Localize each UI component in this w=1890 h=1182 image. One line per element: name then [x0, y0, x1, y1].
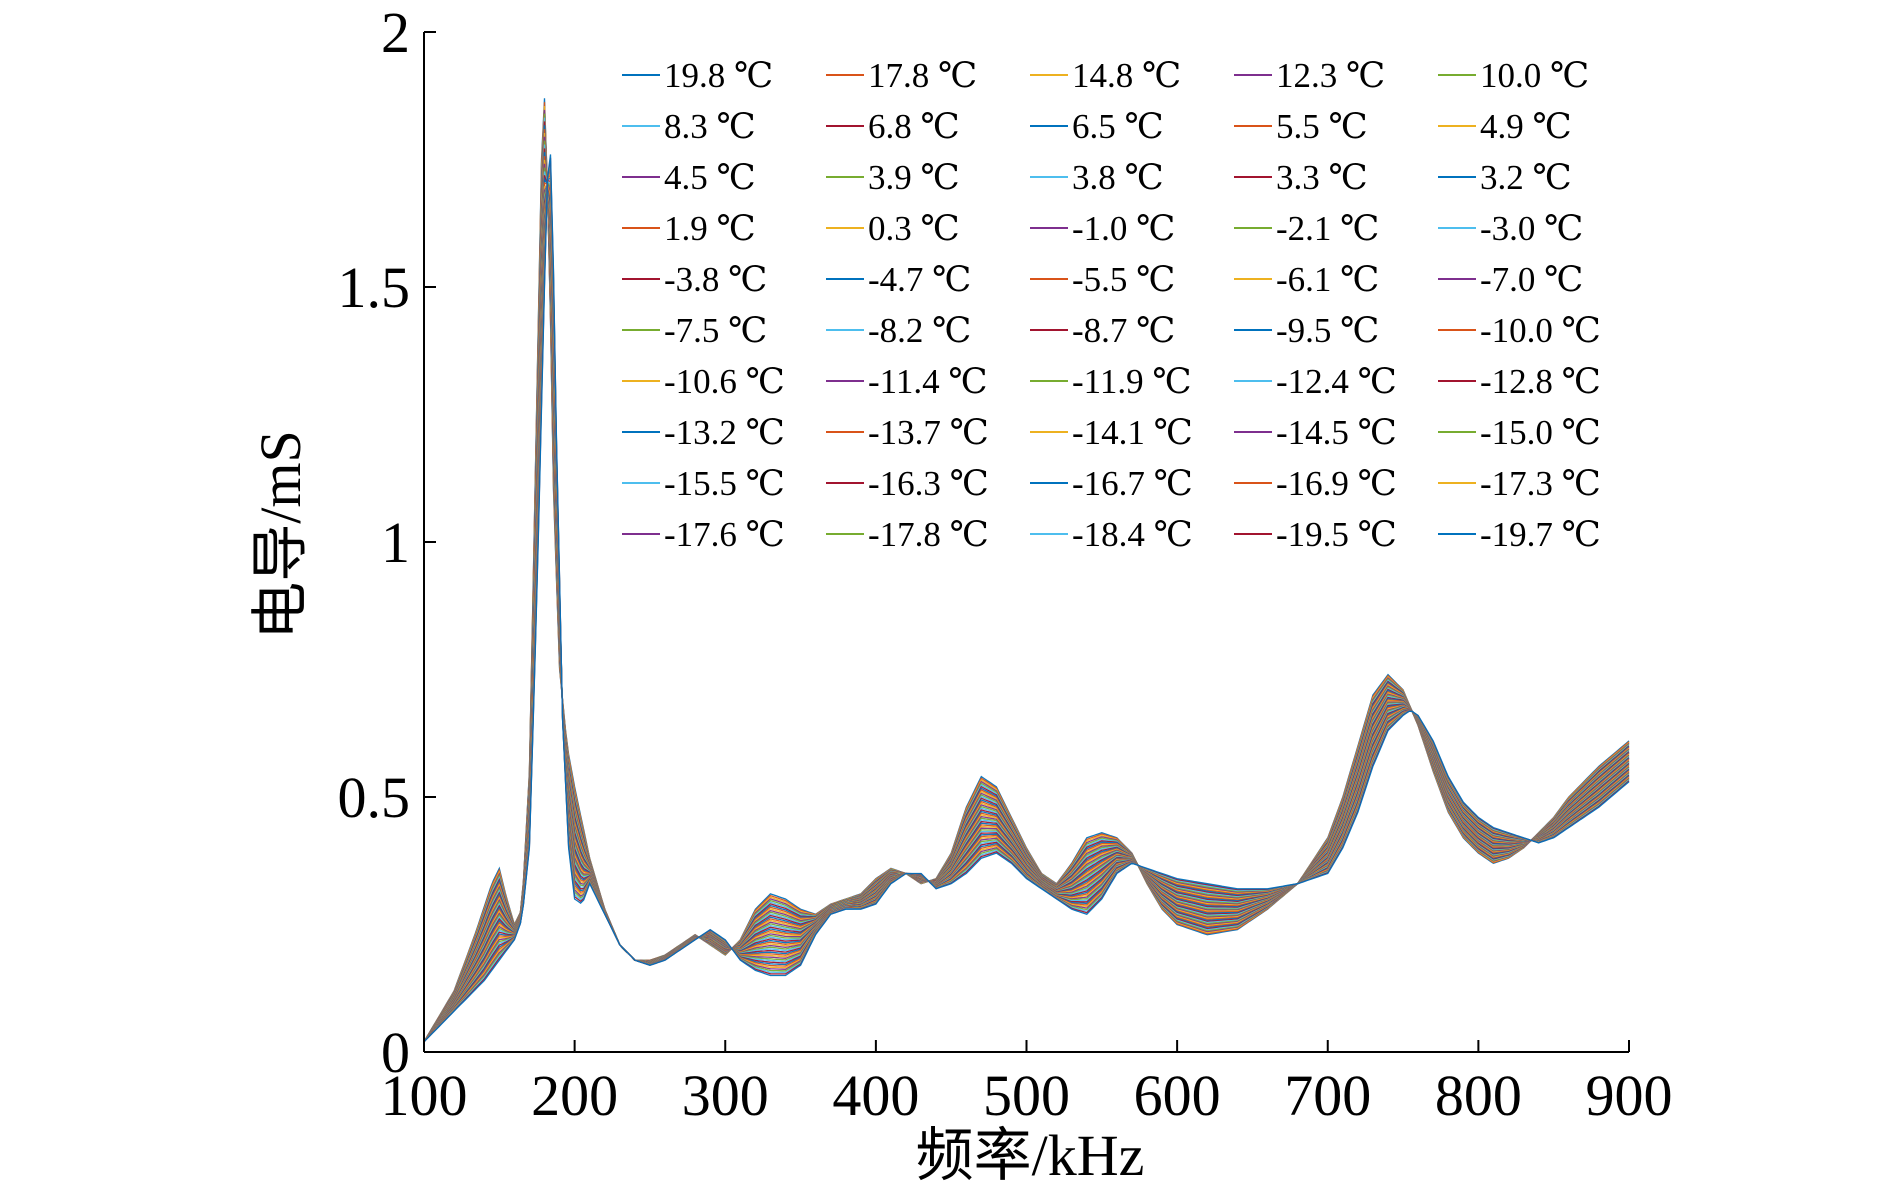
- x-tick-label: 500: [983, 1063, 1070, 1128]
- series-line: [423, 132, 1630, 1043]
- series-line: [423, 154, 1630, 1043]
- legend-entry-label: -17.6 ℃: [664, 515, 785, 554]
- legend-entry-label: 0.3 ℃: [868, 209, 960, 248]
- x-tick-label: 600: [1134, 1063, 1221, 1128]
- legend-entry-label: -1.0 ℃: [1072, 209, 1175, 248]
- series-line: [423, 136, 1630, 1043]
- axes-group: 100 200 300 400 500 600 700 800 900 0 0.5 1 1.5 2: [338, 0, 1673, 1128]
- x-tick-label: 100: [381, 1063, 468, 1128]
- legend-entry-label: 10.0 ℃: [1480, 56, 1589, 95]
- series-line: [423, 102, 1630, 1043]
- series-line: [423, 98, 1630, 1043]
- legend-entry-label: 6.5 ℃: [1072, 107, 1164, 146]
- legend-entry-label: -7.5 ℃: [664, 311, 767, 350]
- legend-entry-label: -17.3 ℃: [1480, 464, 1601, 503]
- y-tick-label: 0.5: [338, 765, 411, 830]
- legend-entry-label: -18.4 ℃: [1072, 515, 1193, 554]
- curves-group: [423, 98, 1630, 1043]
- series-line: [423, 140, 1630, 1043]
- legend-entry-label: -8.7 ℃: [1072, 311, 1175, 350]
- y-tick-label: 0: [381, 1020, 410, 1085]
- legend-entry-label: -16.7 ℃: [1072, 464, 1193, 503]
- series-line: [423, 113, 1630, 1043]
- x-tick-label: 800: [1435, 1063, 1522, 1128]
- series-line: [423, 129, 1630, 1043]
- legend-entry-label: 4.5 ℃: [664, 158, 756, 197]
- legend-entry-label: -9.5 ℃: [1276, 311, 1379, 350]
- legend-entry-label: -16.9 ℃: [1276, 464, 1397, 503]
- legend-entry-label: -13.2 ℃: [664, 413, 785, 452]
- legend-entry-label: -2.1 ℃: [1276, 209, 1379, 248]
- legend-entry-label: 19.8 ℃: [664, 56, 773, 95]
- legend-entry-label: -15.0 ℃: [1480, 413, 1601, 452]
- series-line: [423, 109, 1630, 1043]
- legend-entry-label: -14.5 ℃: [1276, 413, 1397, 452]
- series-line: [423, 121, 1630, 1043]
- legend-entry-label: 5.5 ℃: [1276, 107, 1368, 146]
- legend-entry-label: 8.3 ℃: [664, 107, 756, 146]
- legend-entry-label: -11.9 ℃: [1072, 362, 1192, 401]
- legend: 19.8 ℃ 17.8 ℃ 14.8 ℃ 12.3 ℃ 10.0 ℃ 8.3 ℃ 6.8 ℃…: [622, 56, 1601, 554]
- legend-entry-label: -17.8 ℃: [868, 515, 989, 554]
- legend-entry-label: 17.8 ℃: [868, 56, 977, 95]
- legend-entry-label: -19.5 ℃: [1276, 515, 1397, 554]
- legend-entry-label: 12.3 ℃: [1276, 56, 1385, 95]
- legend-entry-label: -10.6 ℃: [664, 362, 785, 401]
- legend-entry-label: 3.9 ℃: [868, 158, 960, 197]
- legend-entry-label: -14.1 ℃: [1072, 413, 1193, 452]
- x-tick-label: 200: [531, 1063, 618, 1128]
- legend-entry-label: -12.8 ℃: [1480, 362, 1601, 401]
- legend-entry-label: -4.7 ℃: [868, 260, 971, 299]
- series-line: [423, 105, 1630, 1043]
- legend-entry-label: -7.0 ℃: [1480, 260, 1583, 299]
- legend-entry-label: -12.4 ℃: [1276, 362, 1397, 401]
- legend-entry-label: -6.1 ℃: [1276, 260, 1379, 299]
- legend-entry-label: -13.7 ℃: [868, 413, 989, 452]
- legend-entry-label: -10.0 ℃: [1480, 311, 1601, 350]
- series-line: [423, 125, 1630, 1043]
- x-tick-label: 300: [682, 1063, 769, 1128]
- x-tick-label: 900: [1586, 1063, 1673, 1128]
- legend-entry-label: 14.8 ℃: [1072, 56, 1181, 95]
- legend-entry-label: -19.7 ℃: [1480, 515, 1601, 554]
- y-tick-label: 1.5: [338, 255, 411, 320]
- legend-entry-label: -16.3 ℃: [868, 464, 989, 503]
- legend-entry-label: -5.5 ℃: [1072, 260, 1175, 299]
- legend-entry-label: 3.3 ℃: [1276, 158, 1368, 197]
- x-tick-label: 400: [832, 1063, 919, 1128]
- legend-entry-label: 6.8 ℃: [868, 107, 960, 146]
- legend-entry-label: 4.9 ℃: [1480, 107, 1572, 146]
- x-tick-label: 700: [1284, 1063, 1371, 1128]
- legend-entry-label: 3.8 ℃: [1072, 158, 1164, 197]
- legend-entry-label: -3.8 ℃: [664, 260, 767, 299]
- legend-entry-label: -15.5 ℃: [664, 464, 785, 503]
- legend-entry-label: -11.4 ℃: [868, 362, 988, 401]
- y-tick-label: 2: [381, 0, 410, 65]
- y-axis-label: 电导/mS: [248, 430, 313, 640]
- series-line: [423, 117, 1630, 1043]
- legend-entry-label: 1.9 ℃: [664, 209, 756, 248]
- legend-entry-label: 3.2 ℃: [1480, 158, 1572, 197]
- x-axis-label: 频率/kHz: [916, 1123, 1145, 1182]
- y-tick-label: 1: [381, 510, 410, 575]
- legend-entry-label: -3.0 ℃: [1480, 209, 1583, 248]
- legend-entry-label: -8.2 ℃: [868, 311, 971, 350]
